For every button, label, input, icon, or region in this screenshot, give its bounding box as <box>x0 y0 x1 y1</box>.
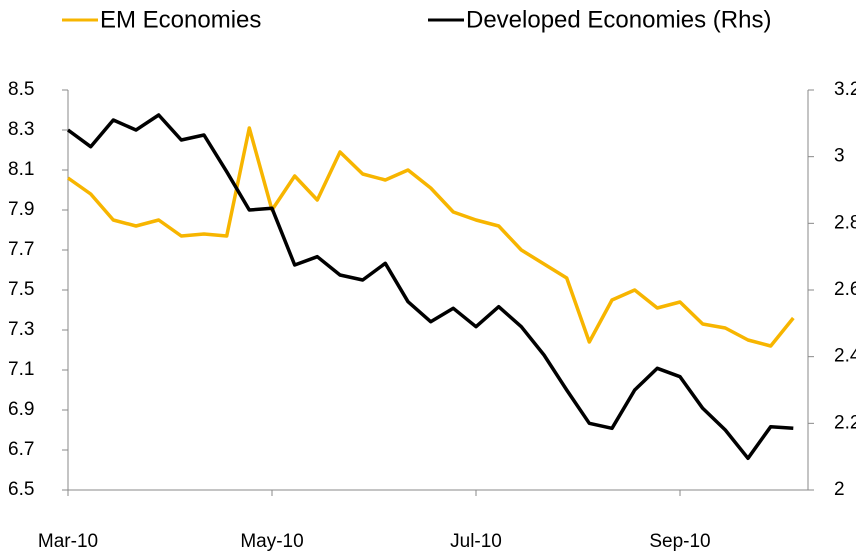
legend-label: Developed Economies (Rhs) <box>466 6 771 33</box>
y-tick-label: 6.7 <box>8 439 34 460</box>
y2-tick-label: 3 <box>834 146 845 167</box>
y-tick-label: 8.5 <box>8 79 34 100</box>
y-tick-label: 8.1 <box>8 159 34 180</box>
y-tick-label: 8.3 <box>8 119 34 140</box>
series-line <box>66 113 794 461</box>
y-tick-label: 7.3 <box>8 319 34 340</box>
series-line <box>66 126 795 348</box>
x-tick-label: Sep-10 <box>649 531 710 552</box>
legend: EM Economies Developed Economies (Rhs) <box>62 6 771 33</box>
y2-tick-label: 2 <box>834 479 845 500</box>
y-tick-label: 7.5 <box>8 279 34 300</box>
x-tick-label: Jul-10 <box>450 531 502 552</box>
legend-label: EM Economies <box>100 6 261 33</box>
y-tick-label: 6.5 <box>8 479 34 500</box>
y-tick-label: 7.1 <box>8 359 34 380</box>
y-tick-label: 7.9 <box>8 199 34 220</box>
y2-tick-label: 2.6 <box>834 279 856 300</box>
y2-tick-label: 2.2 <box>834 412 856 433</box>
y-tick-label: 6.9 <box>8 399 34 420</box>
y2-tick-label: 2.8 <box>834 212 856 233</box>
y2-tick-label: 3.2 <box>834 79 856 100</box>
x-tick-label: May-10 <box>240 531 303 552</box>
x-tick-label: Mar-10 <box>38 531 98 552</box>
y2-tick-label: 2.4 <box>834 346 856 367</box>
y-tick-label: 7.7 <box>8 239 34 260</box>
